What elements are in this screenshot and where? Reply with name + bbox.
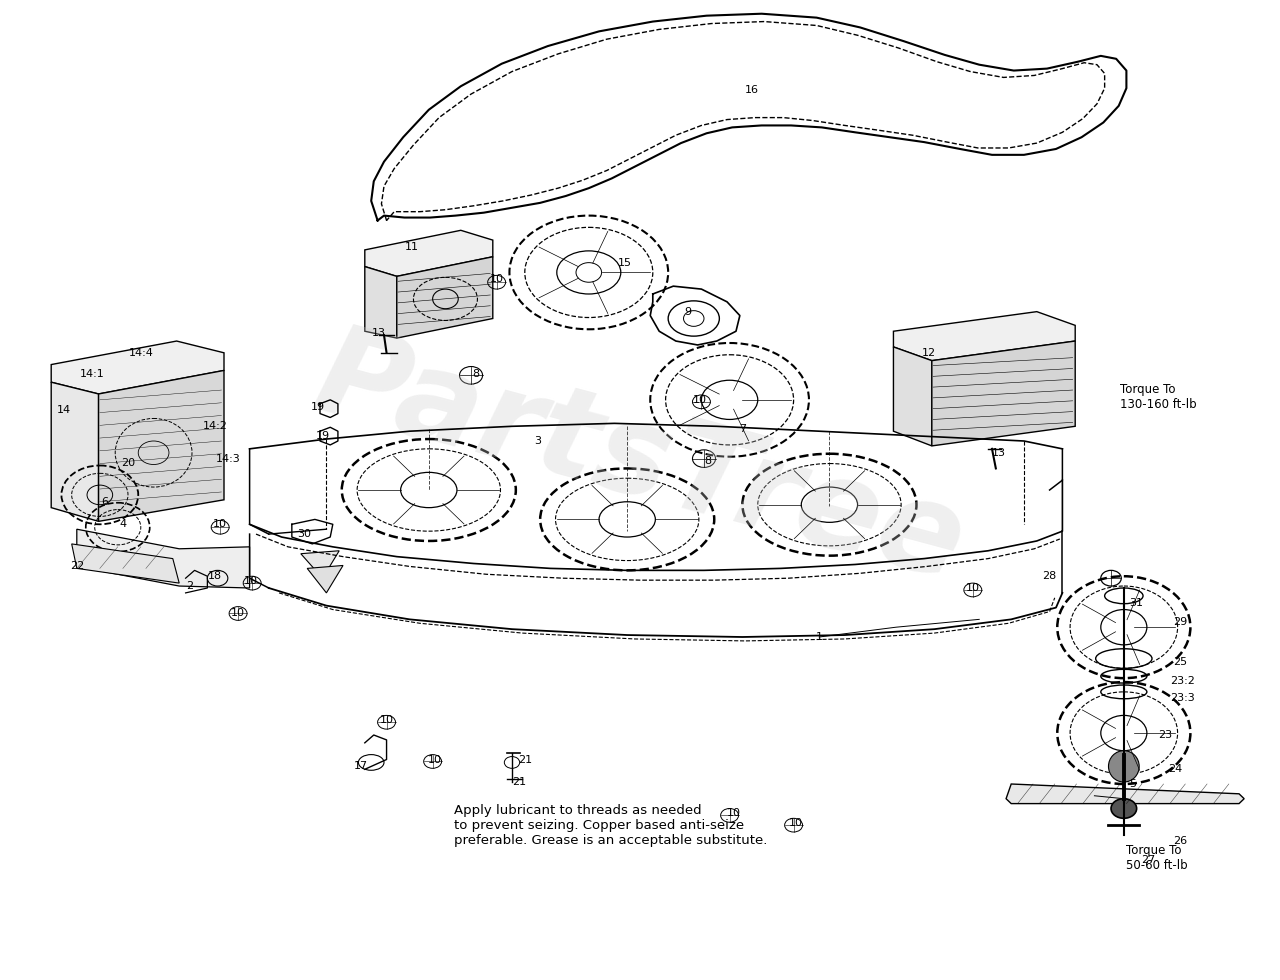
Polygon shape — [51, 341, 224, 394]
Text: 3: 3 — [534, 436, 541, 446]
Text: 22: 22 — [69, 562, 84, 571]
Text: 17: 17 — [353, 761, 369, 771]
Text: 14:1: 14:1 — [79, 369, 105, 379]
Text: 10: 10 — [490, 274, 503, 284]
Text: 12: 12 — [922, 348, 937, 358]
Text: 15: 15 — [618, 258, 631, 268]
Text: 23:3: 23:3 — [1170, 693, 1196, 703]
Polygon shape — [51, 382, 99, 521]
Text: 21: 21 — [512, 777, 527, 787]
Text: 19: 19 — [315, 431, 330, 441]
Text: 23: 23 — [1157, 730, 1172, 740]
Polygon shape — [1006, 784, 1244, 804]
Text: 14:4: 14:4 — [128, 348, 154, 358]
Polygon shape — [72, 544, 179, 583]
Text: 25: 25 — [1172, 657, 1188, 666]
Text: 28: 28 — [1042, 571, 1057, 581]
Text: 23:2: 23:2 — [1170, 676, 1196, 686]
Polygon shape — [301, 551, 339, 578]
Text: 10: 10 — [380, 715, 393, 725]
Text: 30: 30 — [298, 529, 311, 539]
Text: 10: 10 — [694, 395, 707, 405]
Text: 14:2: 14:2 — [202, 421, 228, 431]
Text: 13: 13 — [992, 448, 1005, 458]
Text: PartsTree: PartsTree — [302, 316, 978, 606]
Text: 13: 13 — [372, 328, 385, 338]
Text: 14:3: 14:3 — [215, 454, 241, 464]
Text: 8: 8 — [704, 456, 712, 466]
Text: Torque To
50-60 ft-lb: Torque To 50-60 ft-lb — [1126, 844, 1188, 871]
Text: 10: 10 — [232, 608, 244, 617]
Text: 11: 11 — [406, 242, 419, 252]
Text: 24: 24 — [1167, 764, 1183, 774]
Ellipse shape — [1111, 799, 1137, 818]
Polygon shape — [932, 341, 1075, 446]
Text: 14: 14 — [56, 405, 72, 415]
Text: 10: 10 — [790, 818, 803, 828]
Polygon shape — [99, 370, 224, 521]
Text: 21: 21 — [517, 755, 532, 764]
Text: 8: 8 — [472, 369, 480, 379]
Text: 9: 9 — [684, 307, 691, 317]
Text: 18: 18 — [207, 571, 223, 581]
Text: 7: 7 — [739, 424, 746, 434]
Text: 2: 2 — [186, 581, 193, 591]
Text: 1: 1 — [815, 632, 823, 642]
Polygon shape — [365, 267, 397, 338]
Text: 10: 10 — [214, 519, 227, 529]
Polygon shape — [365, 230, 493, 276]
Text: 10: 10 — [429, 755, 442, 764]
Text: Torque To
130-160 ft-lb: Torque To 130-160 ft-lb — [1120, 383, 1197, 411]
Text: 5: 5 — [1129, 779, 1137, 789]
Polygon shape — [893, 347, 932, 446]
Ellipse shape — [1108, 751, 1139, 782]
Text: 6: 6 — [101, 497, 109, 507]
Polygon shape — [77, 529, 250, 588]
Polygon shape — [307, 565, 343, 593]
Text: 26: 26 — [1172, 836, 1188, 846]
Text: 29: 29 — [1172, 617, 1188, 627]
Polygon shape — [893, 312, 1075, 361]
Text: 10: 10 — [727, 808, 740, 818]
Text: 20: 20 — [120, 458, 136, 467]
Text: 31: 31 — [1130, 598, 1143, 608]
Text: Apply lubricant to threads as needed
to prevent seizing. Copper based anti-seize: Apply lubricant to threads as needed to … — [454, 804, 768, 847]
Text: 27: 27 — [1140, 856, 1156, 865]
Text: 10: 10 — [966, 583, 979, 593]
Text: 19: 19 — [310, 402, 325, 412]
Text: 10: 10 — [244, 576, 257, 586]
Text: 16: 16 — [745, 85, 758, 95]
Polygon shape — [397, 257, 493, 338]
Text: 4: 4 — [119, 519, 127, 529]
